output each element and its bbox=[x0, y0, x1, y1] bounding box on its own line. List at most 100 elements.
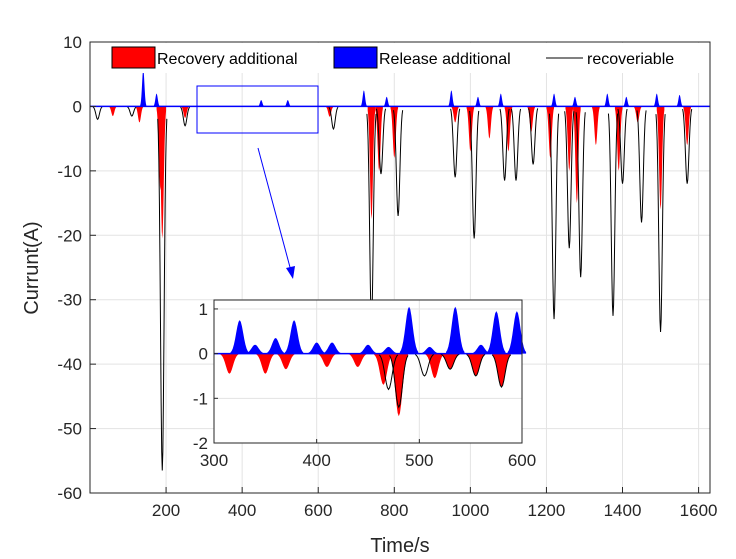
inset-release-peak bbox=[446, 306, 465, 354]
legend-label-release: Release additional bbox=[379, 51, 511, 68]
y-tick-label: -50 bbox=[57, 420, 82, 439]
release-peak bbox=[653, 93, 660, 107]
inset-recoverable-peak bbox=[414, 353, 435, 377]
inset-recovery-peak bbox=[220, 353, 239, 374]
zoom-arrow-head bbox=[286, 266, 295, 279]
release-peak bbox=[604, 93, 611, 107]
recovery-peak bbox=[325, 106, 334, 117]
recovery-peak bbox=[573, 106, 581, 204]
recoverable-peak bbox=[157, 118, 168, 471]
inset-y-tick-label: 1 bbox=[199, 300, 208, 319]
recovery-peak bbox=[390, 106, 399, 158]
inset-recovery-peak bbox=[374, 353, 393, 385]
legend-swatch-release bbox=[333, 46, 378, 69]
release-peak bbox=[551, 93, 558, 107]
recovery-peak bbox=[683, 106, 691, 146]
inset-recovery-peak bbox=[276, 353, 296, 370]
inset-x-tick-label: 600 bbox=[508, 451, 536, 470]
inset-release-peak bbox=[245, 344, 265, 354]
recoverable-peak bbox=[180, 106, 191, 127]
legend-swatch-recovery bbox=[111, 46, 156, 69]
release-peak bbox=[497, 93, 504, 107]
y-tick-label: -30 bbox=[57, 291, 82, 310]
recovery-peak bbox=[451, 106, 459, 123]
recoverable-peak bbox=[528, 108, 539, 165]
recoverable-peak bbox=[682, 108, 693, 184]
release-peak bbox=[284, 99, 291, 107]
main-lines bbox=[90, 105, 710, 471]
inset-release-peak bbox=[284, 320, 304, 354]
y-tick-label: -40 bbox=[57, 355, 82, 374]
recoverable-peak bbox=[607, 113, 619, 316]
inset-axes: 300 400 500 600 1 0 -1 -2 bbox=[193, 299, 536, 470]
release-peak bbox=[676, 94, 683, 107]
main-x-ticks: 200 400 600 800 1000 1200 1400 1600 bbox=[152, 487, 718, 520]
inset-release-peak bbox=[487, 311, 506, 354]
inset-recovery-peak bbox=[466, 353, 486, 376]
inset-recoverable-peak bbox=[389, 355, 409, 409]
release-peak bbox=[623, 96, 630, 107]
inset-recovery-peak bbox=[389, 353, 409, 417]
recovery-peak bbox=[109, 106, 117, 117]
inset-recovery-peak bbox=[256, 353, 275, 374]
recoverable-peak bbox=[92, 106, 103, 121]
legend: Recovery additional Release additional r… bbox=[100, 43, 700, 73]
release-peak bbox=[383, 96, 390, 107]
recovery-peak bbox=[592, 106, 600, 146]
main-axes: 200 400 600 800 1000 1200 1400 1600 100-10-20-3… bbox=[57, 33, 717, 520]
inset-release-peak bbox=[307, 342, 326, 354]
inset-release-peak bbox=[471, 344, 491, 354]
x-axis-label: Time/s bbox=[370, 535, 429, 557]
recoverable-peak bbox=[564, 111, 575, 249]
inset-recoverable-peak bbox=[440, 353, 460, 370]
legend-label-recoverable: recoveriable bbox=[587, 51, 674, 68]
release-peak bbox=[448, 90, 455, 107]
inset-recovery-peak bbox=[317, 353, 337, 368]
x-tick-label: 1400 bbox=[604, 501, 642, 520]
inset-x-tick-label: 300 bbox=[200, 451, 228, 470]
inset-release-peak bbox=[379, 346, 398, 354]
legend-label-recovery: Recovery additional bbox=[157, 51, 298, 68]
recovery-peak bbox=[656, 106, 665, 210]
recoverable-peak bbox=[499, 108, 510, 181]
inset-recoverable-peak bbox=[466, 353, 486, 377]
y-tick-label: -60 bbox=[57, 484, 82, 503]
inset-x-tick-label: 500 bbox=[405, 451, 433, 470]
y-tick-label: 0 bbox=[73, 97, 82, 116]
recoverable-peak bbox=[126, 106, 137, 117]
release-peak bbox=[360, 90, 367, 107]
recoverable-peak bbox=[548, 113, 560, 320]
inset-y-tick-label: 0 bbox=[199, 345, 208, 364]
recoverable-peak bbox=[375, 108, 387, 175]
inset-release-peak bbox=[358, 344, 378, 354]
inset-recoverable-peak bbox=[378, 354, 399, 391]
x-tick-label: 1600 bbox=[680, 501, 718, 520]
inset-release-peak bbox=[399, 306, 419, 354]
zoom-highlight-box bbox=[196, 85, 319, 134]
release-peak bbox=[140, 69, 147, 107]
recovery-peak bbox=[135, 106, 144, 123]
recoverable-peak bbox=[450, 108, 461, 178]
x-tick-label: 200 bbox=[152, 501, 180, 520]
x-tick-label: 1200 bbox=[528, 501, 566, 520]
recoverable-peak bbox=[655, 114, 666, 332]
inset-release-peak bbox=[266, 337, 285, 354]
y-tick-label: -10 bbox=[57, 162, 82, 181]
recovery-peak bbox=[367, 106, 376, 220]
release-peak bbox=[571, 96, 579, 107]
recoverable-peak bbox=[469, 110, 480, 239]
inset-lines bbox=[214, 352, 522, 409]
recovery-peak bbox=[181, 106, 189, 119]
recovery-peak bbox=[504, 106, 513, 152]
recovery-peak bbox=[565, 106, 574, 171]
y-tick-label: 10 bbox=[63, 33, 82, 52]
main-axes-box bbox=[89, 41, 711, 494]
release-peak bbox=[258, 99, 265, 107]
inset-y-tick-label: -2 bbox=[193, 434, 208, 453]
inset-axes-box bbox=[213, 299, 523, 444]
inset-release-peak bbox=[420, 346, 439, 354]
x-tick-label: 400 bbox=[228, 501, 256, 520]
x-tick-label: 1000 bbox=[451, 501, 489, 520]
zoom-arrow-line bbox=[257, 147, 292, 272]
